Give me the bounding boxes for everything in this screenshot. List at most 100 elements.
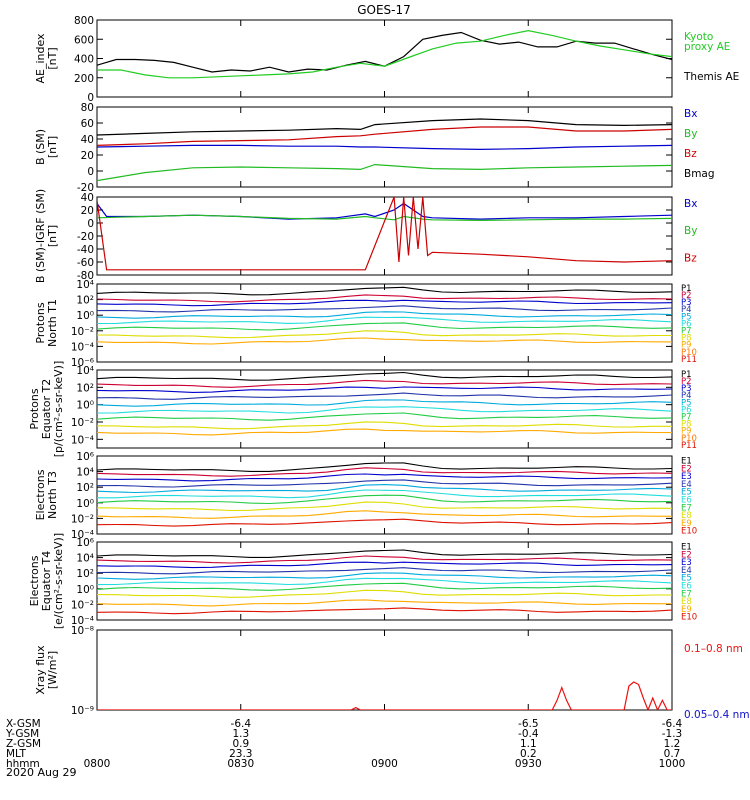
legend-channel-e1: E1 [681, 543, 692, 553]
footer-row-label-x-gsm: X-GSM [6, 718, 41, 730]
plot-date: 2020 Aug 29 [6, 766, 76, 779]
footer-value-hhmm: 0830 [227, 758, 254, 770]
series-line-by [97, 163, 672, 182]
panel-frame [96, 19, 673, 98]
series-line-bz [97, 126, 672, 146]
panel-data [97, 197, 672, 271]
y-axis-label-line: [W/m²] [46, 651, 59, 689]
legend-channel-p1: P1 [681, 284, 692, 294]
channel-line-e1 [97, 549, 672, 558]
series-line-0-1-0-8-nm [97, 681, 672, 710]
y-tick-label: 10² [76, 568, 94, 580]
legend-channel-e2: E2 [681, 550, 692, 560]
legend-channel-e7: E7 [681, 503, 692, 513]
legend-channel-p4: P4 [681, 391, 692, 401]
legend-channel-p2: P2 [681, 377, 692, 387]
legend-by: By [684, 128, 697, 140]
y-tick-label: 10⁰ [76, 498, 94, 510]
channel-line-e3 [97, 473, 672, 482]
legend-channel-p8: P8 [681, 334, 692, 344]
legend-themis-ae: Themis AE [683, 71, 739, 83]
panel-frame [96, 629, 673, 711]
channel-line-e9 [97, 599, 672, 607]
y-tick-label: 80 [81, 102, 94, 114]
channel-line-p8 [97, 421, 672, 430]
y-tick-label: 10⁻² [71, 599, 94, 611]
legend-channel-e3: E3 [681, 558, 692, 568]
y-axis-label: B (SM)-IGRF (SM)[nT] [34, 189, 59, 283]
plot-title: GOES-17 [357, 3, 411, 17]
channel-line-e4 [97, 479, 672, 488]
channel-line-e2 [97, 555, 672, 564]
y-tick-label: 10⁴ [76, 553, 94, 565]
footer-value-x: -6.5 [518, 718, 539, 730]
y-axis-label-line: [nT] [46, 225, 59, 247]
y-tick-label: 10⁻⁴ [71, 529, 94, 541]
footer-value-x: -6.4 [662, 718, 683, 730]
legend-proxy-ae: proxy AE [684, 41, 730, 53]
channel-line-p9 [97, 337, 672, 345]
y-tick-label: 40 [81, 134, 94, 146]
y-tick-label: 10⁻² [71, 326, 94, 338]
y-tick-label: -80 [77, 270, 94, 282]
legend-channel-e6: E6 [681, 582, 692, 592]
legend-channel-e5: E5 [681, 574, 692, 584]
footer-row-label-hhmm: hhmm [6, 758, 40, 770]
series-line-kyoto-proxy-ae [97, 29, 672, 79]
legend-bz: Bz [684, 148, 697, 160]
legend-channel-e9: E9 [681, 605, 692, 615]
y-axis-label-line: North T1 [46, 299, 59, 347]
footer-value-mlt: 23.3 [229, 748, 252, 760]
y-tick-label: 0 [87, 92, 94, 104]
y-tick-label: 10⁻² [71, 513, 94, 525]
channel-line-e1 [97, 462, 672, 472]
channel-line-p3 [97, 386, 672, 393]
channel-line-p7 [97, 322, 672, 331]
footer-value-hhmm: 1000 [659, 758, 686, 770]
footer-row-label-z-gsm: Z-GSM [6, 738, 41, 750]
legend-channel-p9: P9 [681, 427, 692, 437]
footer-value-mlt: 0.2 [520, 748, 537, 760]
legend-channel-e1: E1 [681, 457, 692, 467]
legend-channel-e10: E10 [681, 613, 697, 623]
y-axis-label: Xray flux[W/m²] [34, 645, 59, 695]
legend-channel-p1: P1 [681, 370, 692, 380]
panel-p2: 10⁻⁴ 10⁻² 10⁰ 10² 10⁴ ProtonsEquator T2[p/(cm… [28, 361, 697, 458]
legend-channel-p9: P9 [681, 341, 692, 351]
legend-bmag: Bmag [684, 168, 715, 180]
y-tick-label: 10⁻⁶ [71, 357, 94, 369]
channel-line-p9 [97, 428, 672, 436]
y-axis-label: AE_index[nT] [34, 33, 59, 84]
panel-p1: 10⁻⁶ 10⁻⁴ 10⁻² 10⁰ 10² 10⁴ ProtonsNorth T1 P1P2… [34, 279, 697, 369]
channel-line-p4 [97, 305, 672, 313]
panel-data [97, 681, 672, 710]
channel-line-e7 [97, 582, 672, 591]
y-axis-label: ElectronsNorth T3 [34, 469, 59, 520]
y-tick-label: 10⁻² [71, 417, 94, 429]
channel-line-e3 [97, 561, 672, 569]
y-tick-label: 10⁴ [76, 365, 94, 377]
legend-0-1-0-8-nm: 0.1–0.8 nm [684, 643, 743, 655]
channel-line-p1 [97, 286, 672, 296]
footer-value-hhmm: 0900 [371, 758, 398, 770]
panel-data [97, 286, 672, 345]
y-axis-label-line: AE_index [34, 33, 47, 84]
y-tick-label: -20 [77, 182, 94, 194]
legend-bz: Bz [684, 252, 697, 264]
channel-line-p5 [97, 311, 672, 319]
series-line-bx [97, 202, 672, 220]
footer-value-z: 1.1 [520, 738, 537, 750]
legend-channel-p3: P3 [681, 384, 692, 394]
legend-channel-p3: P3 [681, 298, 692, 308]
channel-line-p3 [97, 299, 672, 307]
legend-channel-e8: E8 [681, 511, 692, 521]
footer-value-hhmm: 0800 [84, 758, 111, 770]
series-line-bz [97, 197, 672, 271]
y-tick-label: 10⁰ [76, 400, 94, 412]
y-tick-label: 60 [81, 118, 94, 130]
panel-e2: 10⁻⁴ 10⁻² 10⁰ 10² 10⁴ 10⁶ ElectronsEquator T4[… [28, 533, 697, 629]
y-tick-label: 10⁶ [76, 451, 94, 463]
